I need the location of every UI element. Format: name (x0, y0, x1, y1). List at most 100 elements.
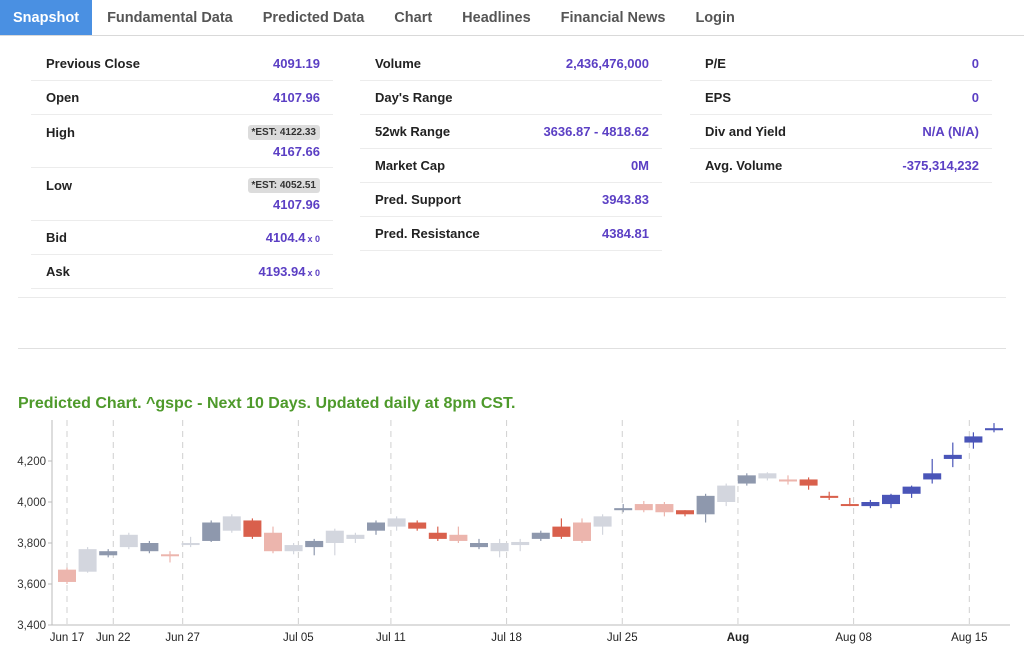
candle-body (264, 532, 282, 552)
volume-row: Volume 2,436,476,000 (360, 47, 662, 81)
low-estimate-badge: *EST: 4052.51 (247, 178, 320, 193)
candle-body (861, 502, 880, 507)
pred-resistance-value: 4384.81 (602, 226, 649, 241)
candle-body (634, 504, 653, 511)
bid-value-group: 4104.4 x 0 (266, 230, 320, 245)
candle-body (758, 473, 777, 479)
quote-column-2: Volume 2,436,476,000 Day's Range 52wk Ra… (360, 47, 662, 251)
open-row: Open 4107.96 (31, 81, 333, 115)
candle-body (449, 534, 468, 541)
candle-body (882, 494, 900, 505)
pred-resistance-label: Pred. Resistance (375, 226, 480, 241)
candle-body (902, 486, 921, 494)
bid-label: Bid (46, 230, 67, 245)
candle-body (964, 436, 983, 443)
candle-body (737, 475, 756, 484)
candle-body (573, 522, 591, 541)
y-tick-label: 3,400 (17, 620, 46, 632)
52wk-range-label: 52wk Range (375, 124, 451, 139)
avg-volume-value: -375,314,232 (902, 158, 979, 173)
x-tick-label: Jul 11 (376, 632, 406, 644)
avg-volume-row: Avg. Volume -375,314,232 (690, 149, 992, 183)
tab-headlines[interactable]: Headlines (462, 9, 531, 26)
candle-body (779, 479, 797, 482)
tab-chart[interactable]: Chart (394, 9, 433, 26)
candle-body (243, 520, 262, 537)
candle-body (119, 534, 138, 548)
candle-body (552, 526, 571, 537)
high-label: High (46, 125, 75, 140)
pred-support-row: Pred. Support 3943.83 (360, 183, 662, 217)
candle-body (161, 554, 179, 557)
y-tick-label: 4,200 (17, 456, 46, 468)
candle-body (985, 428, 1003, 431)
y-tick-label: 3,800 (17, 538, 46, 550)
tab-financial-news[interactable]: Financial News (560, 9, 666, 26)
high-estimate-badge: *EST: 4122.33 (247, 125, 320, 140)
avg-volume-label: Avg. Volume (705, 158, 783, 173)
bid-size: x 0 (307, 234, 320, 244)
days-range-label: Day's Range (375, 90, 453, 105)
eps-label: EPS (705, 90, 732, 105)
candle-body (696, 495, 715, 515)
candle-body (531, 532, 550, 539)
market-cap-value: 0M (630, 158, 649, 173)
x-tick-label: Jul 05 (283, 632, 314, 644)
candle-body (490, 543, 509, 552)
candle-body (840, 504, 859, 507)
x-tick-label: Aug 08 (835, 632, 871, 644)
predicted-candlestick-chart: 3,400 3,600 3,800 4,000 4,200 Jun 17 Jun 22 Jun… (17, 420, 1010, 644)
pred-support-value: 3943.83 (602, 192, 649, 207)
candle-body (222, 516, 241, 531)
52wk-range-row: 52wk Range 3636.87 - 4818.62 (360, 115, 662, 149)
candle-body (593, 516, 612, 527)
tab-snapshot[interactable]: Snapshot (0, 0, 93, 35)
quote-column-3: P/E 0 EPS 0 Div and Yield N/A (N/A) Avg.… (690, 47, 992, 183)
y-tick-label: 4,000 (17, 497, 46, 509)
candle-body (346, 534, 365, 539)
candle-body (78, 549, 97, 572)
x-tick-label: Jun 27 (165, 632, 200, 644)
candle-body (676, 510, 694, 515)
x-tick-label: Jul 25 (607, 632, 638, 644)
pred-resistance-row: Pred. Resistance 4384.81 (360, 217, 662, 251)
volume-label: Volume (375, 56, 421, 71)
bid-value: 4104.4 (265, 230, 306, 245)
candle-body (511, 541, 530, 546)
y-tick-label: 3,600 (17, 579, 46, 591)
candle-body (99, 551, 118, 556)
previous-close-label: Previous Close (46, 56, 140, 71)
tab-fundamental-data[interactable]: Fundamental Data (107, 9, 233, 26)
x-tick-label: Aug 15 (951, 632, 987, 644)
tab-predicted-data[interactable]: Predicted Data (262, 9, 365, 26)
candle-body (820, 495, 839, 498)
candle-body (428, 532, 447, 539)
quote-column-1: Previous Close 4091.19 Open 4107.96 High… (31, 47, 333, 289)
tab-login[interactable]: Login (695, 9, 735, 26)
ask-row: Ask 4193.94 x 0 (31, 255, 333, 289)
low-label: Low (46, 178, 72, 193)
nav-tabs: Snapshot Fundamental Data Predicted Data… (0, 0, 1024, 36)
x-tick-label: Jun 17 (50, 632, 85, 644)
x-tick-label: Jun 22 (96, 632, 131, 644)
pe-row: P/E 0 (690, 47, 992, 81)
candle-body (387, 518, 406, 527)
div-yield-row: Div and Yield N/A (N/A) (690, 115, 992, 149)
divider (18, 297, 1006, 298)
candle-body (202, 522, 221, 541)
open-label: Open (46, 90, 80, 105)
candle-body (943, 454, 962, 459)
high-row: High *EST: 4122.33 4167.66 (31, 115, 333, 168)
low-values: *EST: 4052.51 4107.96 (247, 178, 320, 212)
candle-body (717, 485, 736, 502)
volume-value: 2,436,476,000 (565, 56, 649, 71)
pred-support-label: Pred. Support (375, 192, 461, 207)
candle-body (799, 479, 818, 486)
candle-body (284, 545, 303, 552)
candle-body (58, 569, 76, 582)
pe-value: 0 (971, 56, 979, 71)
candle-body (181, 543, 200, 546)
ask-label: Ask (46, 264, 70, 279)
eps-value: 0 (971, 90, 979, 105)
candle-body (325, 530, 344, 543)
